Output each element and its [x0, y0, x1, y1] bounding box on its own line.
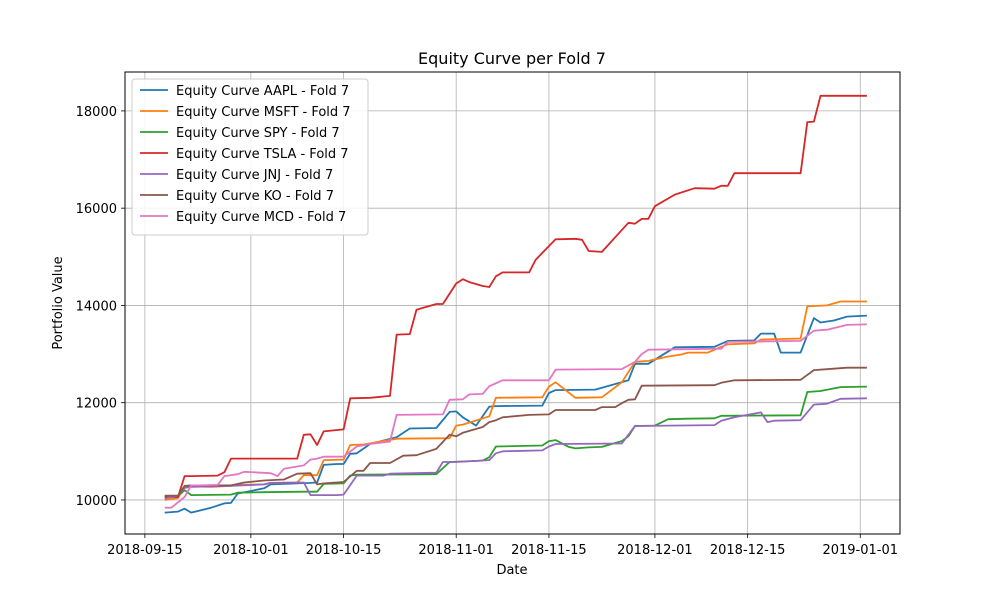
x-tick-label: 2018-12-15: [710, 543, 786, 558]
y-tick-label: 14000: [76, 299, 117, 314]
x-tick-label: 2018-11-15: [511, 543, 587, 558]
y-tick-label: 16000: [76, 202, 117, 217]
series-line-aapl: [164, 314, 867, 514]
x-axis-ticks: 2018-09-15 2018-10-01 2018-10-15 2018-11-01…: [107, 534, 898, 558]
series-line-mcd: [164, 323, 867, 509]
series-line-spy: [164, 385, 867, 498]
x-tick-label: 2018-11-01: [418, 543, 494, 558]
x-tick-label: 2018-12-01: [617, 543, 693, 558]
legend-label: Equity Curve AAPL - Fold 7: [176, 84, 349, 99]
legend-label: Equity Curve SPY - Fold 7: [176, 126, 340, 141]
legend: Equity Curve AAPL - Fold 7 Equity Curve M…: [131, 78, 369, 236]
series-line-jnj: [164, 397, 867, 500]
y-axis-ticks: 10000 12000 14000 16000 18000: [76, 105, 125, 509]
chart-title: Equity Curve per Fold 7: [418, 49, 606, 68]
x-tick-label: 2018-10-01: [213, 543, 289, 558]
series-lines: [164, 94, 867, 514]
legend-label: Equity Curve MCD - Fold 7: [176, 210, 346, 225]
y-tick-label: 10000: [76, 494, 117, 509]
y-axis-label: Portfolio Value: [51, 256, 66, 349]
legend-label: Equity Curve MSFT - Fold 7: [176, 105, 351, 120]
legend-label: Equity Curve JNJ - Fold 7: [176, 168, 333, 183]
y-tick-label: 12000: [76, 397, 117, 412]
legend-box: [131, 78, 369, 236]
x-axis-label: Date: [496, 563, 527, 578]
x-tick-label: 2018-09-15: [107, 543, 183, 558]
series-line-ko: [164, 366, 867, 497]
x-tick-label: 2018-10-15: [306, 543, 382, 558]
legend-label: Equity Curve TSLA - Fold 7: [176, 147, 349, 162]
legend-label: Equity Curve KO - Fold 7: [176, 189, 334, 204]
y-tick-label: 18000: [76, 105, 117, 120]
plot-frame: [124, 71, 901, 535]
x-tick-label: 2019-01-01: [822, 543, 898, 558]
series-line-tsla: [164, 94, 867, 498]
